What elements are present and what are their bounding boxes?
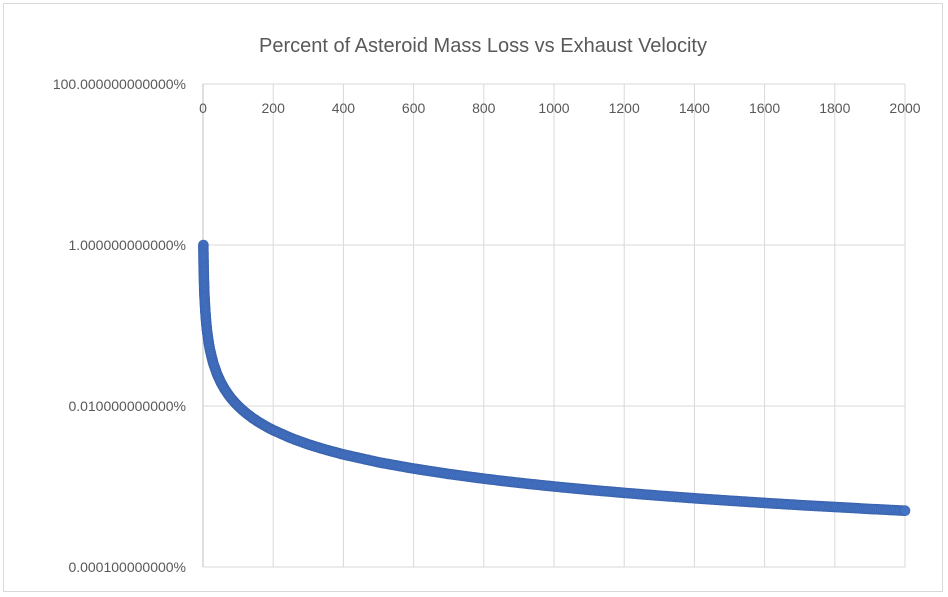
x-tick-label: 1600 (749, 100, 780, 116)
x-tick-label: 800 (472, 100, 496, 116)
chart-area (3, 3, 943, 592)
y-axis-tick-labels: 100.000000000000% 1.000000000000% 0.010000… (53, 76, 186, 575)
x-tick-label: 1400 (679, 100, 710, 116)
x-axis-tick-labels: 0 200 400 600 800 1000 1200 1400 1600 1800 2000 (199, 100, 921, 116)
x-tick-label: 0 (199, 100, 207, 116)
y-tick-label: 0.010000000000% (68, 398, 186, 414)
data-series (198, 239, 911, 517)
x-tick-label: 1200 (609, 100, 640, 116)
chart-title: Percent of Asteroid Mass Loss vs Exhaust… (259, 35, 707, 57)
y-tick-label: 100.000000000000% (53, 76, 186, 92)
x-tick-label: 1000 (538, 100, 569, 116)
x-tick-label: 1800 (819, 100, 850, 116)
x-tick-label: 400 (332, 100, 356, 116)
x-tick-label: 2000 (889, 100, 920, 116)
x-tick-label: 200 (262, 100, 286, 116)
y-tick-label: 0.000100000000% (68, 559, 186, 575)
data-point (899, 505, 911, 517)
y-tick-label: 1.000000000000% (68, 237, 186, 253)
x-tick-label: 600 (402, 100, 426, 116)
gridlines (203, 83, 906, 568)
